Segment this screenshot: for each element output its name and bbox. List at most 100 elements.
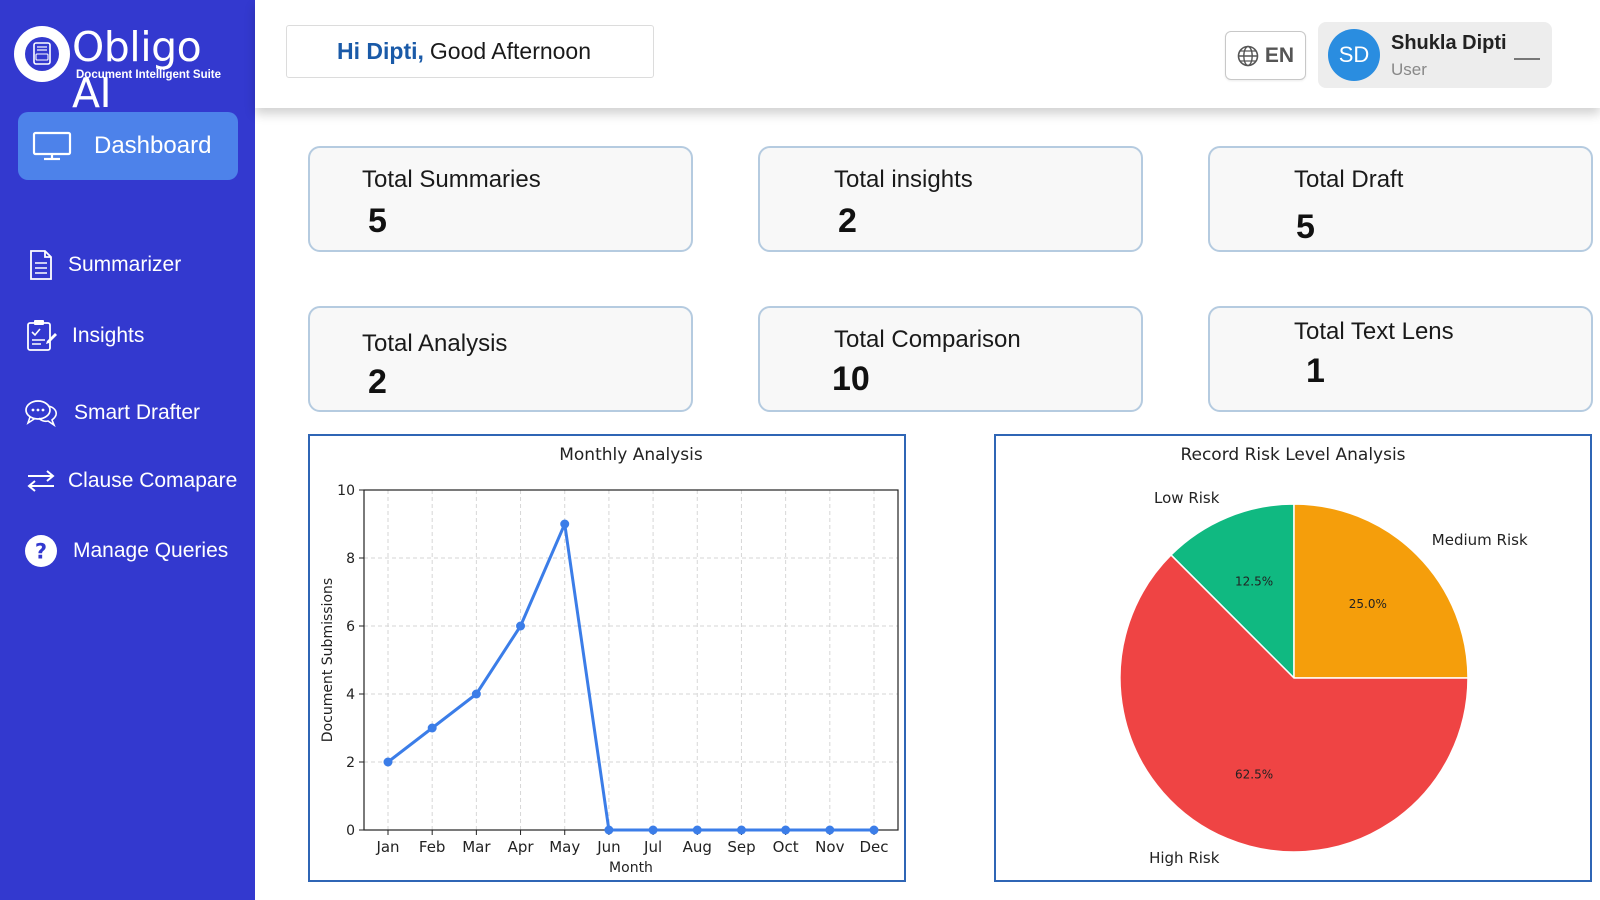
chat-bubbles-icon — [24, 396, 58, 430]
x-tick-label: Jul — [643, 838, 662, 856]
y-axis-label: Document Submissions — [320, 578, 336, 742]
monthly-analysis-panel: Monthly Analysis 0 2 4 6 8 10 Jan Feb Mar Apr May Ju… — [308, 434, 906, 882]
stat-value: 2 — [368, 363, 387, 401]
stat-card-total-summaries[interactable]: Total Summaries 5 — [308, 146, 693, 252]
sidebar-item-clause-compare[interactable]: Clause Comapare — [24, 464, 237, 498]
slice-percent-label: 25.0% — [1349, 597, 1387, 611]
sidebar-item-label: Manage Queries — [73, 539, 229, 562]
brand-name: Obligo AI — [72, 23, 202, 117]
data-point — [560, 519, 570, 529]
logo-document-icon — [25, 37, 59, 71]
sidebar-item-label: Summarizer — [68, 253, 182, 276]
stat-title: Total Analysis — [362, 330, 508, 357]
data-point — [692, 825, 702, 835]
sidebar-item-label: Insights — [72, 324, 145, 347]
stat-title: Total Text Lens — [1294, 318, 1454, 345]
stat-card-total-analysis[interactable]: Total Analysis 2 — [308, 306, 693, 412]
plot-frame — [363, 489, 899, 831]
data-point — [604, 825, 614, 835]
x-tick-label: Apr — [508, 838, 535, 856]
x-tick-label: Sep — [727, 838, 755, 856]
insights-icon — [24, 319, 58, 353]
risk-level-chart: Record Risk Level Analysis 12.5% Low Risk 2… — [1119, 445, 1528, 867]
sidebar-item-dashboard[interactable]: Dashboard — [18, 112, 238, 180]
brand-tagline: Document Intelligent Suite — [76, 69, 222, 81]
y-tick-label: 8 — [346, 551, 355, 567]
avatar: SD — [1328, 29, 1380, 81]
sidebar-item-manage-queries[interactable]: ? Manage Queries — [24, 534, 228, 568]
stat-card-total-text-lens[interactable]: Total Text Lens 1 — [1208, 306, 1593, 412]
y-tick-label: 4 — [346, 687, 355, 703]
data-point — [383, 757, 393, 767]
stat-title: Total Summaries — [362, 166, 541, 193]
pie-slice — [1119, 553, 1469, 853]
stat-title: Total Comparison — [834, 326, 1021, 353]
logo-emblem — [14, 26, 70, 82]
sidebar-item-label: Smart Drafter — [74, 401, 201, 424]
stat-value: 5 — [368, 202, 387, 240]
slice-label: High Risk — [1149, 849, 1220, 867]
language-button[interactable]: EN — [1225, 31, 1306, 80]
x-tick-label: Oct — [773, 838, 799, 856]
pie-slice — [1169, 503, 1295, 680]
x-tick-label: Mar — [462, 838, 491, 856]
chart-title: Monthly Analysis — [559, 445, 703, 465]
stat-card-total-comparison[interactable]: Total Comparison 10 — [758, 306, 1143, 412]
swap-arrows-icon — [24, 464, 58, 498]
stat-value: 2 — [838, 202, 857, 240]
y-tick-label: 10 — [337, 483, 355, 499]
data-point — [427, 723, 437, 733]
x-tick-label: Feb — [419, 838, 446, 856]
risk-level-panel: Record Risk Level Analysis 12.5% Low Risk 2… — [994, 434, 1592, 882]
y-tick-label: 0 — [346, 823, 355, 839]
slice-percent-label: 62.5% — [1235, 767, 1273, 781]
data-point — [471, 689, 481, 699]
stat-title: Total Draft — [1294, 166, 1404, 193]
stat-value: 10 — [832, 360, 870, 398]
data-point — [648, 825, 658, 835]
user-menu-icon[interactable] — [1514, 58, 1540, 60]
sidebar-item-label: Dashboard — [94, 132, 212, 159]
stat-title: Total insights — [834, 166, 973, 193]
x-tick-label: Dec — [859, 838, 888, 856]
help-circle-icon: ? — [24, 534, 58, 568]
slice-percent-label: 12.5% — [1235, 575, 1273, 589]
pie-slice — [1293, 503, 1469, 679]
data-point — [516, 621, 526, 631]
brand-logo[interactable]: Obligo AI Document Intelligent Suite — [14, 24, 244, 116]
stat-card-total-insights[interactable]: Total insights 2 — [758, 146, 1143, 252]
greeting-box: Hi Dipti, Good Afternoon — [286, 25, 654, 78]
user-name: Shukla Dipti — [1391, 32, 1507, 54]
stat-card-total-draft[interactable]: Total Draft 5 — [1208, 146, 1593, 252]
stat-value: 1 — [1306, 352, 1325, 390]
y-tick-label: 2 — [346, 755, 355, 771]
user-profile-chip[interactable]: SD Shukla Dipti User — [1318, 22, 1552, 88]
x-tick-label: Aug — [683, 838, 712, 856]
series-line — [387, 522, 874, 832]
stat-value: 5 — [1296, 208, 1315, 246]
monitor-icon — [32, 131, 72, 161]
greeting-name: Hi Dipti, — [337, 38, 424, 64]
chart-title: Record Risk Level Analysis — [1180, 445, 1405, 465]
x-tick-label: Nov — [815, 838, 844, 856]
data-point — [781, 825, 791, 835]
sidebar-item-insights[interactable]: Insights — [24, 319, 144, 353]
sidebar-item-summarizer[interactable]: Summarizer — [24, 248, 181, 282]
x-tick-label: May — [549, 838, 580, 856]
slice-label: Low Risk — [1154, 489, 1220, 507]
x-tick-label: Jan — [375, 838, 399, 856]
sidebar-item-label: Clause Comapare — [68, 469, 238, 492]
monthly-analysis-chart: Monthly Analysis 0 2 4 6 8 10 Jan Feb Mar Apr May Ju… — [320, 445, 899, 876]
x-axis-label: Month — [609, 860, 653, 876]
svg-text:?: ? — [35, 540, 47, 564]
slice-label: Medium Risk — [1432, 531, 1528, 549]
x-tick-label: Jun — [596, 838, 620, 856]
sidebar: Obligo AI Document Intelligent Suite Das… — [0, 0, 255, 900]
y-tick-label: 6 — [346, 619, 355, 635]
language-label: EN — [1264, 43, 1295, 67]
data-point — [736, 825, 746, 835]
sidebar-item-smart-drafter[interactable]: Smart Drafter — [24, 396, 200, 430]
user-role: User — [1391, 60, 1427, 79]
greeting-message: Good Afternoon — [429, 38, 592, 64]
